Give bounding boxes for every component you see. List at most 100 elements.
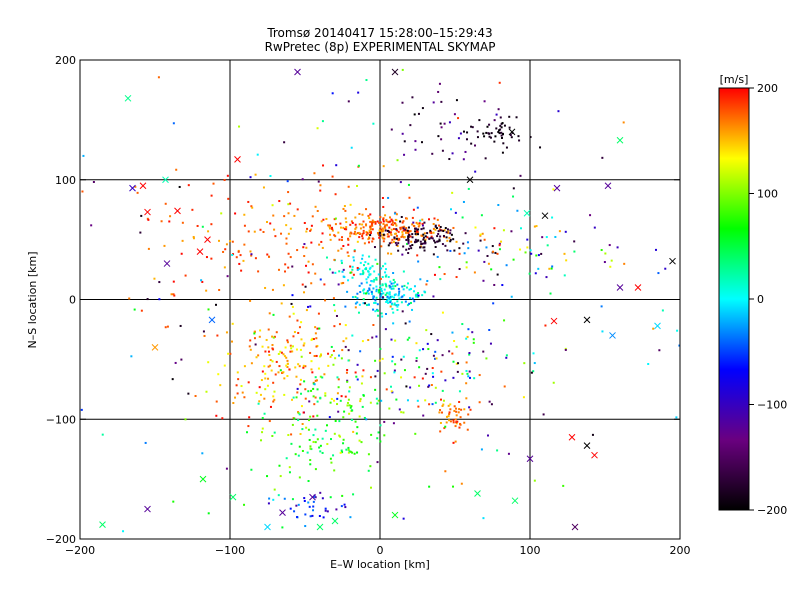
data-point — [312, 500, 315, 503]
data-point — [440, 370, 443, 373]
data-point — [416, 222, 419, 225]
data-point — [522, 396, 525, 399]
data-point — [349, 450, 352, 453]
data-point — [384, 224, 387, 227]
data-point — [389, 299, 392, 302]
data-point — [140, 214, 143, 217]
data-point — [565, 259, 568, 262]
data-point — [169, 215, 172, 218]
data-point — [311, 263, 314, 266]
data-point — [295, 375, 298, 378]
data-point — [460, 482, 463, 485]
data-point — [397, 249, 400, 252]
data-point — [340, 505, 343, 508]
data-point — [470, 125, 473, 128]
data-point — [277, 352, 280, 355]
data-point — [207, 361, 210, 364]
data-point — [356, 232, 359, 235]
data-point — [487, 262, 490, 265]
data-point — [371, 224, 374, 227]
data-point — [446, 231, 449, 234]
data-point — [437, 230, 440, 233]
data-point — [453, 339, 456, 342]
data-point — [300, 392, 303, 395]
data-point — [455, 345, 458, 348]
data-point — [349, 406, 352, 409]
data-point — [532, 352, 535, 355]
data-point — [413, 290, 416, 293]
data-point — [178, 185, 181, 188]
data-point — [517, 135, 520, 138]
data-point — [432, 354, 435, 357]
data-point — [307, 501, 310, 504]
data-point — [533, 225, 536, 228]
data-point — [392, 282, 395, 285]
data-point — [396, 300, 399, 303]
data-point — [411, 216, 414, 219]
data-point — [297, 363, 300, 366]
data-point — [134, 185, 137, 188]
data-point — [310, 360, 313, 363]
data-point — [423, 246, 426, 249]
data-point — [372, 308, 375, 311]
data-point — [397, 230, 400, 233]
data-point — [448, 121, 451, 124]
data-point — [384, 227, 387, 230]
data-point — [508, 115, 511, 118]
data-point — [456, 420, 459, 423]
data-point — [338, 270, 341, 273]
data-point — [372, 122, 375, 125]
data-point — [437, 90, 440, 93]
data-point — [439, 229, 442, 232]
data-point-x-marker — [163, 260, 171, 267]
data-point — [289, 344, 292, 347]
data-point — [367, 270, 370, 273]
data-point — [390, 390, 393, 393]
data-point — [139, 231, 142, 234]
data-point — [319, 375, 322, 378]
data-point — [408, 320, 411, 323]
data-point — [384, 328, 387, 331]
data-point-x-marker — [541, 212, 549, 220]
data-point — [302, 344, 305, 347]
data-point — [379, 229, 382, 232]
data-point — [347, 100, 350, 103]
data-point — [401, 231, 404, 234]
data-point — [337, 231, 340, 234]
data-point — [382, 240, 385, 243]
data-point — [309, 305, 312, 308]
data-point — [248, 416, 251, 419]
data-point — [373, 246, 376, 249]
data-point — [436, 240, 439, 243]
data-point — [235, 384, 238, 387]
data-point — [407, 235, 410, 238]
data-point — [485, 246, 488, 249]
data-point — [422, 233, 425, 236]
data-point — [174, 361, 177, 364]
data-point-x-marker — [129, 184, 136, 192]
data-point — [431, 237, 434, 240]
data-point — [432, 375, 435, 378]
data-point — [434, 401, 437, 404]
data-point — [430, 384, 433, 387]
data-point — [171, 378, 174, 381]
data-point — [368, 267, 371, 270]
data-point — [314, 379, 317, 382]
data-point — [337, 249, 340, 252]
data-point — [168, 220, 171, 223]
data-point — [321, 376, 324, 379]
data-point — [368, 237, 371, 240]
data-point — [492, 250, 495, 253]
data-point — [448, 419, 451, 422]
data-point — [342, 442, 345, 445]
data-point — [283, 497, 286, 500]
data-point — [407, 240, 410, 243]
data-point — [652, 327, 655, 330]
data-point — [290, 442, 293, 445]
data-point — [438, 411, 441, 414]
data-point — [436, 255, 439, 258]
data-point — [215, 400, 218, 403]
data-point — [375, 285, 378, 288]
data-point — [101, 433, 104, 436]
data-point — [424, 372, 427, 375]
